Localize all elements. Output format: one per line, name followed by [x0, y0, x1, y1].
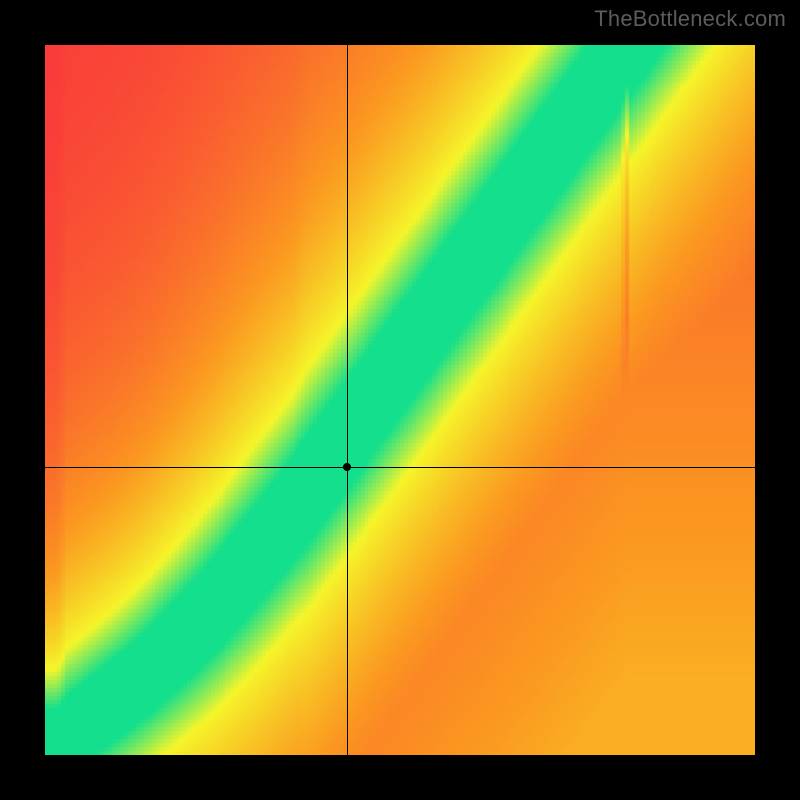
- plot-area: [45, 45, 755, 755]
- crosshair-horizontal: [45, 467, 755, 468]
- watermark-text: TheBottleneck.com: [594, 6, 786, 32]
- heatmap-canvas: [45, 45, 755, 755]
- marker-dot: [343, 463, 351, 471]
- chart-container: TheBottleneck.com: [0, 0, 800, 800]
- crosshair-vertical: [347, 45, 348, 755]
